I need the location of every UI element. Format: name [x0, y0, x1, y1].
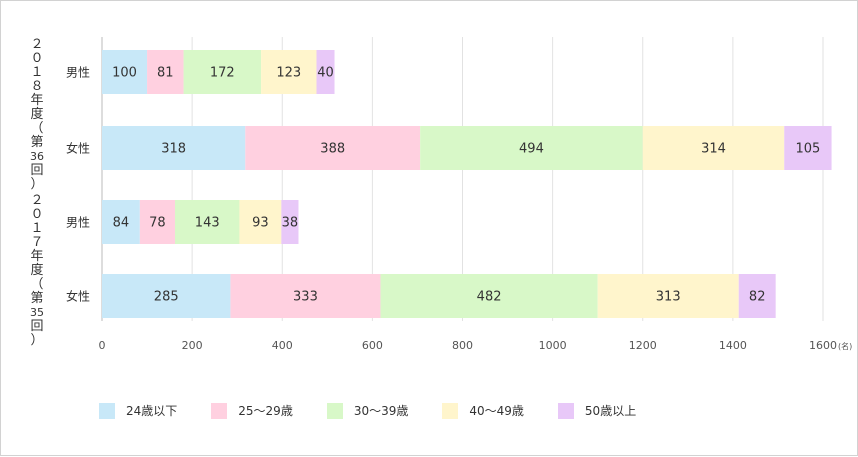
- category-label: 女性: [66, 289, 90, 304]
- bar-segment: [147, 50, 184, 94]
- data-label: 38: [282, 216, 299, 231]
- legend: 24歳以下 25〜29歳 30〜39歳 40〜49歳 50歳以上: [99, 402, 670, 419]
- data-label: 123: [276, 66, 301, 81]
- data-label: 285: [154, 290, 179, 305]
- legend-swatch: [211, 402, 228, 419]
- year-label-char: 第: [30, 291, 44, 306]
- x-tick-label: 1600: [809, 339, 837, 352]
- legend-swatch: [99, 402, 115, 419]
- data-label: 388: [320, 142, 345, 157]
- x-tick-label: 1000: [539, 339, 567, 352]
- data-label: 40: [317, 66, 334, 81]
- data-label: 82: [749, 290, 766, 305]
- year-label-2018: ２ ０ １ ８ 年度（第 36 回）: [25, 37, 49, 192]
- legend-swatch: [442, 402, 459, 419]
- year-label-char: 36: [30, 150, 44, 163]
- x-tick-label: 400: [272, 339, 293, 352]
- year-label-char: 年: [30, 93, 44, 108]
- year-label-char: ０: [30, 207, 44, 222]
- data-label: 494: [519, 142, 544, 157]
- bar-segment: [183, 50, 262, 94]
- data-label: 105: [795, 142, 820, 157]
- bar-segment: [230, 274, 381, 318]
- bar-segment: [261, 50, 317, 94]
- legend-item: 30〜39歳: [326, 402, 409, 419]
- bar-segment: [597, 274, 739, 318]
- legend-label: 40〜49歳: [469, 404, 524, 418]
- category-label: 男性: [66, 216, 90, 230]
- legend-item: 50歳以上: [557, 402, 637, 419]
- x-tick-label: 200: [182, 339, 203, 352]
- x-tick-label: 800: [452, 339, 473, 352]
- data-label: 172: [210, 66, 235, 81]
- bar-segment: [175, 200, 240, 244]
- data-label: 314: [701, 142, 726, 157]
- bar-segment: [738, 274, 776, 318]
- data-label: 93: [252, 216, 269, 231]
- year-label-char: ）: [30, 177, 44, 192]
- x-tick-label: 1200: [629, 339, 657, 352]
- bar-segment: [281, 200, 299, 244]
- year-label-char: １: [30, 65, 44, 80]
- year-label-char: ２: [30, 193, 44, 208]
- year-label-char: 第: [30, 135, 44, 150]
- legend-item: 24歳以下: [99, 402, 177, 419]
- data-label: 333: [293, 290, 318, 305]
- year-label-char: ０: [30, 51, 44, 66]
- data-label: 100: [112, 66, 137, 81]
- bar-segment: [316, 50, 335, 94]
- year-label-char: ２: [30, 37, 44, 52]
- year-label-char: 度: [30, 263, 44, 278]
- year-label-char: 度: [30, 107, 44, 122]
- legend-item: 25〜29歳: [211, 402, 293, 419]
- bar-segment: [102, 200, 140, 244]
- year-label-char: ８: [30, 79, 44, 94]
- legend-label: 50歳以上: [584, 404, 637, 418]
- data-label: 482: [477, 290, 502, 305]
- legend-swatch: [326, 402, 343, 419]
- data-label: 318: [161, 142, 186, 157]
- year-label-char: 回: [30, 163, 44, 178]
- x-tick-label: 0: [99, 339, 106, 352]
- year-label-char: ７: [30, 235, 44, 250]
- bar-segment: [420, 126, 643, 170]
- year-label-2017: ２ ０ １ ７ 年度（第 35 回）: [25, 193, 49, 348]
- year-label-char: 年: [30, 249, 44, 264]
- x-tick-label: 600: [362, 339, 383, 352]
- bar-segment: [239, 200, 282, 244]
- bar-segment: [139, 200, 176, 244]
- unit-label: (名): [838, 341, 852, 351]
- legend-item: 40〜49歳: [442, 402, 524, 419]
- category-label: 女性: [66, 141, 90, 156]
- x-tick-label: 1400: [719, 339, 747, 352]
- year-label-char: ）: [30, 333, 44, 348]
- data-label: 84: [113, 216, 130, 231]
- year-label-char: 35: [30, 306, 44, 319]
- data-label: 313: [656, 290, 681, 305]
- year-label-char: （: [30, 277, 44, 292]
- category-label: 男性: [66, 66, 90, 80]
- data-label: 78: [149, 216, 166, 231]
- year-label-char: １: [30, 221, 44, 236]
- bar-segment: [102, 126, 246, 170]
- bar-segment: [380, 274, 598, 318]
- bar-segment: [102, 274, 231, 318]
- bar-segment: [642, 126, 785, 170]
- year-label-char: （: [30, 121, 44, 136]
- bar-segment: [784, 126, 832, 170]
- bar-segment: [102, 50, 148, 94]
- legend-label: 24歳以下: [126, 404, 178, 418]
- legend-label: 25〜29歳: [238, 404, 293, 418]
- data-label: 81: [157, 66, 174, 81]
- bar-segment: [245, 126, 421, 170]
- data-label: 143: [195, 216, 220, 231]
- legend-label: 30〜39歳: [353, 404, 409, 418]
- year-label-char: 回: [30, 319, 44, 334]
- legend-swatch: [557, 402, 574, 419]
